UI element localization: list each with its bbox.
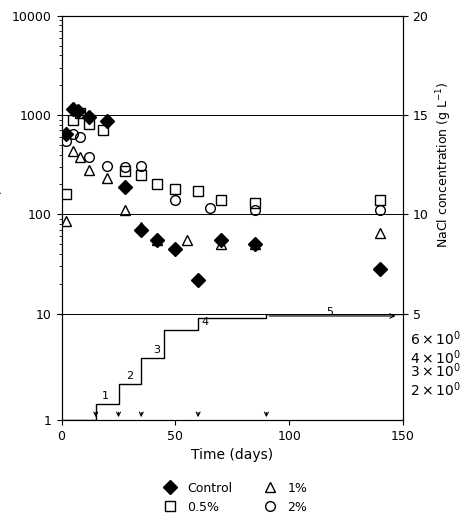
X-axis label: Time (days): Time (days): [191, 448, 273, 463]
Y-axis label: NaCl concentration (g L$^{-1}$): NaCl concentration (g L$^{-1}$): [434, 81, 454, 248]
Text: 3: 3: [154, 345, 161, 355]
Text: 5: 5: [327, 308, 334, 318]
Text: 1: 1: [101, 391, 109, 401]
Text: 2: 2: [126, 371, 134, 381]
Legend: Control, 0.5%, 1%, 2%: Control, 0.5%, 1%, 2%: [152, 477, 312, 519]
Text: 4: 4: [201, 317, 209, 327]
Y-axis label: $R_{P}$ (kΩ·cm$^{2}$): $R_{P}$ (kΩ·cm$^{2}$): [0, 127, 7, 202]
